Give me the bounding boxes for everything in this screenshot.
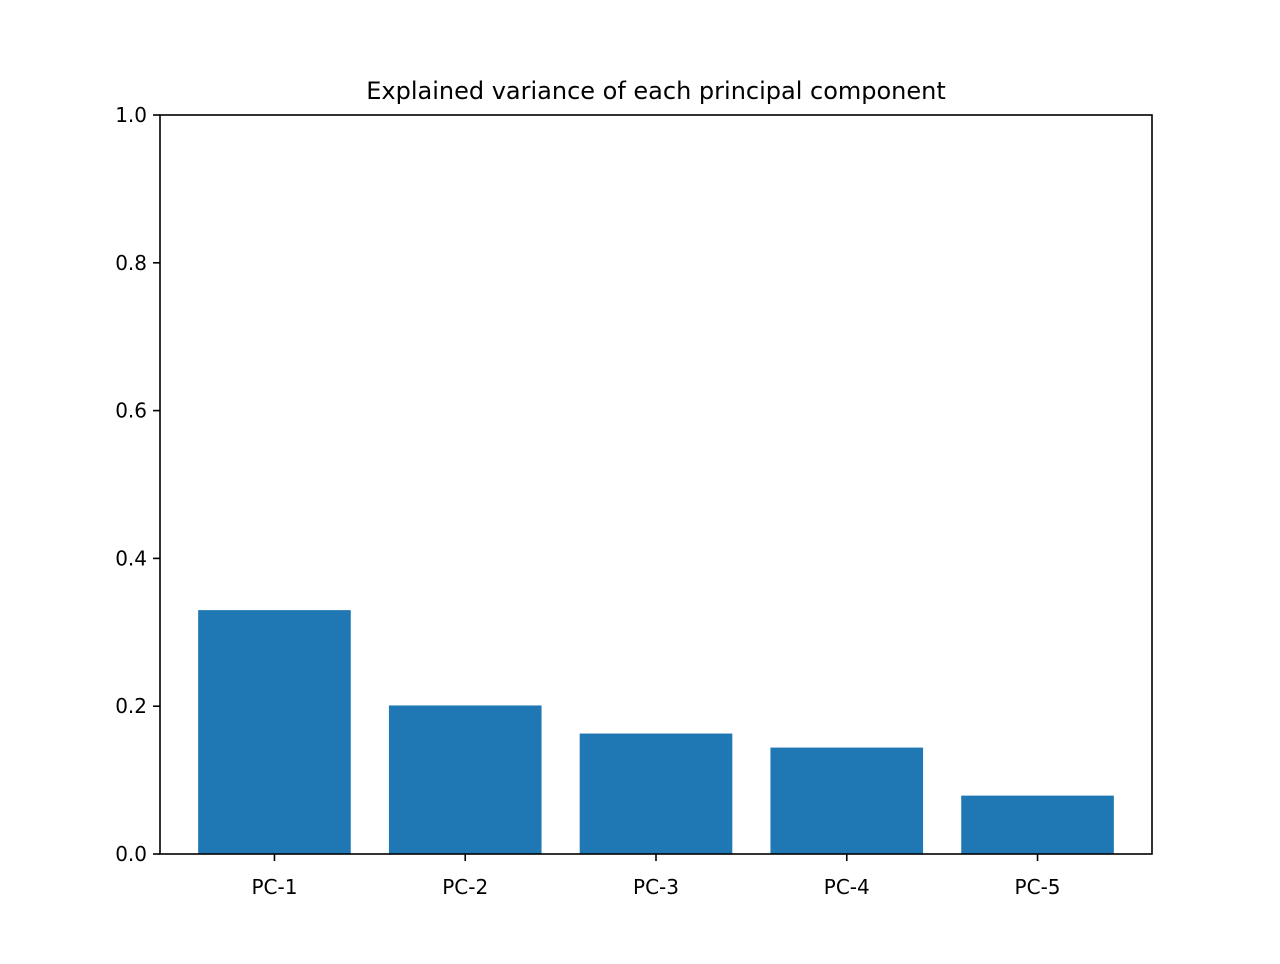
bar-pc-5 xyxy=(961,795,1114,854)
x-tick-label: PC-2 xyxy=(442,875,488,899)
y-tick-label: 0.4 xyxy=(115,546,147,570)
y-tick-label: 0.8 xyxy=(115,251,147,275)
chart-title: Explained variance of each principal com… xyxy=(366,77,946,105)
y-axis: 0.0 0.2 0.4 0.6 0.8 1.0 xyxy=(115,103,160,866)
bar-pc-1 xyxy=(198,610,351,854)
y-tick-label: 1.0 xyxy=(115,103,147,127)
x-axis: PC-1 PC-2 PC-3 PC-4 PC-5 xyxy=(251,854,1061,899)
plot-frame xyxy=(159,114,1153,855)
bar-pc-4 xyxy=(770,747,924,854)
bars-layer xyxy=(198,610,1114,854)
x-tick-label: PC-4 xyxy=(824,875,870,899)
bar-pc-2 xyxy=(388,705,542,854)
x-tick-label: PC-5 xyxy=(1015,875,1061,899)
y-tick-label: 0.0 xyxy=(115,842,147,866)
y-tick-label: 0.6 xyxy=(115,399,147,423)
x-tick-label: PC-1 xyxy=(251,875,297,899)
y-tick-label: 0.2 xyxy=(115,694,147,718)
bar-pc-3 xyxy=(579,733,733,854)
x-tick-label: PC-3 xyxy=(633,875,679,899)
